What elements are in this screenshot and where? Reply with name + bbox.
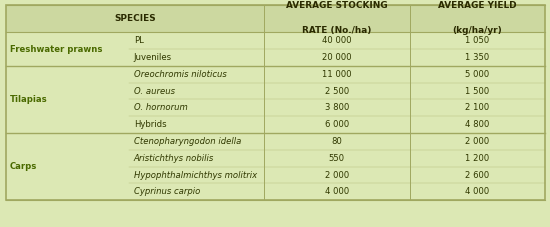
Text: 2 500: 2 500	[324, 86, 349, 96]
Text: 2 600: 2 600	[465, 170, 490, 180]
Text: Oreochromis niloticus: Oreochromis niloticus	[134, 70, 227, 79]
Text: Tilapias: Tilapias	[10, 95, 48, 104]
Text: 5 000: 5 000	[465, 70, 490, 79]
Text: RATE (No./ha): RATE (No./ha)	[302, 26, 372, 35]
Text: 80: 80	[332, 137, 342, 146]
Text: 2 000: 2 000	[324, 170, 349, 180]
Text: 2 100: 2 100	[465, 103, 490, 112]
Text: O. aureus: O. aureus	[134, 86, 175, 96]
Text: 4 000: 4 000	[324, 187, 349, 196]
Text: Aristichthys nobilis: Aristichthys nobilis	[134, 154, 214, 163]
Text: 1 200: 1 200	[465, 154, 490, 163]
Text: 11 000: 11 000	[322, 70, 351, 79]
Text: 3 800: 3 800	[324, 103, 349, 112]
Text: 6 000: 6 000	[324, 120, 349, 129]
Text: SPECIES: SPECIES	[114, 14, 156, 23]
Text: Hybrids: Hybrids	[134, 120, 166, 129]
Bar	[6, 5, 544, 200]
Text: AVERAGE YIELD: AVERAGE YIELD	[438, 1, 516, 10]
Text: Ctenopharyngodon idella: Ctenopharyngodon idella	[134, 137, 241, 146]
Text: AVERAGE STOCKING: AVERAGE STOCKING	[286, 1, 388, 10]
Text: 40 000: 40 000	[322, 36, 351, 45]
Text: Cyprinus carpio: Cyprinus carpio	[134, 187, 200, 196]
Text: Juveniles: Juveniles	[134, 53, 172, 62]
Text: 4 800: 4 800	[465, 120, 490, 129]
Text: 1 500: 1 500	[465, 86, 490, 96]
Text: Freshwater prawns: Freshwater prawns	[10, 44, 102, 54]
Text: 4 000: 4 000	[465, 187, 490, 196]
Text: 1 350: 1 350	[465, 53, 490, 62]
Text: (kg/ha/yr): (kg/ha/yr)	[452, 26, 502, 35]
Text: 550: 550	[329, 154, 345, 163]
Text: O. hornorum: O. hornorum	[134, 103, 188, 112]
Text: PL: PL	[134, 36, 144, 45]
Bar	[6, 5, 544, 32]
Text: 1 050: 1 050	[465, 36, 490, 45]
Text: Carps: Carps	[10, 162, 37, 171]
Text: Hypophthalmichthys molitrix: Hypophthalmichthys molitrix	[134, 170, 257, 180]
Text: 20 000: 20 000	[322, 53, 351, 62]
Text: 2 000: 2 000	[465, 137, 490, 146]
